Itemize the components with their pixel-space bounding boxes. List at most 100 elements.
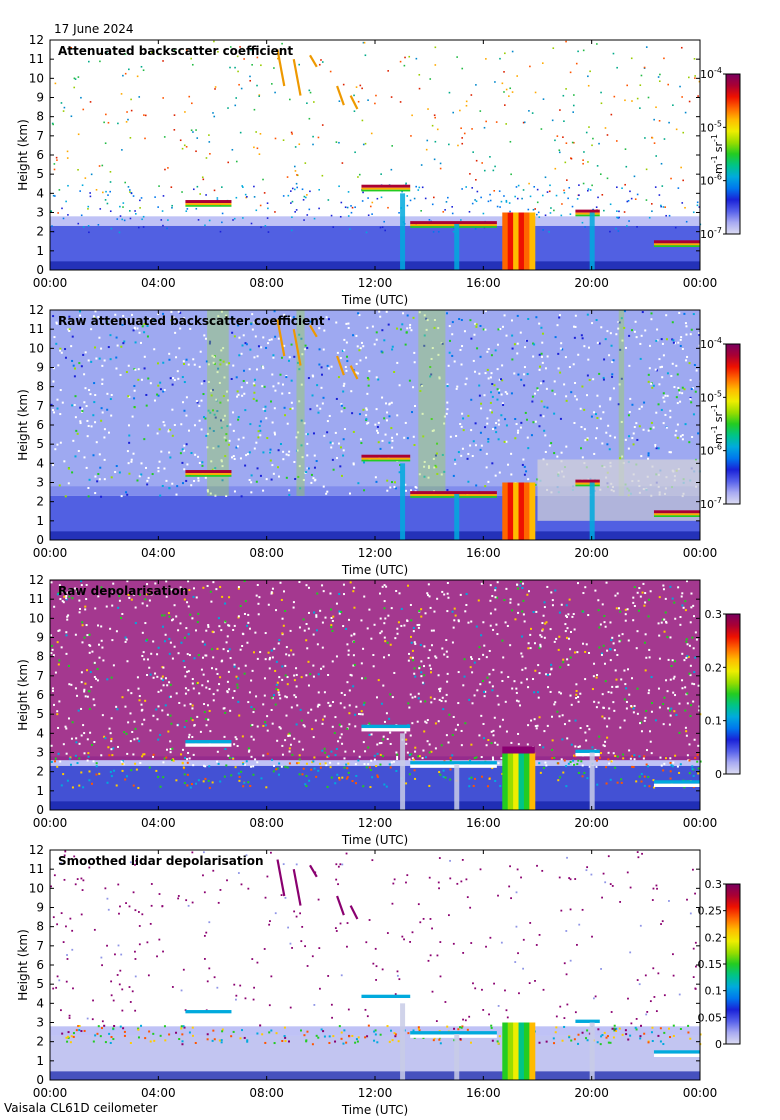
x-tick-label: 00:00 [33,546,68,560]
surface-layer [50,531,700,540]
x-tick-label: 08:00 [249,1086,284,1100]
y-tick-label: 5 [36,437,44,451]
panel-title: Smoothed lidar depolarisation [58,854,264,868]
cloud-layer [653,1050,700,1057]
signal-streak [418,310,446,496]
y-tick-label: 6 [36,418,44,432]
x-tick-label: 12:00 [358,276,393,290]
x-axis: 00:00 04:00 08:00 12:00 16:00 20:00 00:00 [33,850,718,1100]
y-tick-label: 6 [36,688,44,702]
boundary-layer-top [50,216,700,226]
x-tick-label: 08:00 [249,546,284,560]
date-label: 17 June 2024 [54,22,134,36]
y-tick-label: 5 [36,977,44,991]
colorbar: 10-7 10-6 10-5 10-4 m-1sr-1 [700,66,741,241]
surface-layer [50,801,700,810]
x-tick-label: 12:00 [358,1086,393,1100]
boundary-layer-top [50,756,700,766]
noise-speckle [50,580,702,789]
y-tick-label: 5 [36,707,44,721]
cloud-layer [410,761,497,768]
cloud-layer [653,780,700,787]
y-tick-label: 10 [29,341,44,355]
panel-title: Raw attenuated backscatter coefficient [58,314,325,328]
y-tick-label: 7 [36,129,44,143]
cloud-layer [361,454,411,462]
y-tick-label: 1 [36,784,44,798]
y-tick-label: 6 [36,148,44,162]
cloud-layer [653,510,700,517]
cloud-layer [410,491,497,498]
y-tick-label: 4 [36,186,44,200]
colorbar: 10-7 10-6 10-5 10-4 m-1sr-1 [700,336,741,511]
noise-speckle [50,40,702,234]
cloud-layer [361,724,411,732]
colorbar-tick-label: 0.1 [705,715,723,728]
y-tick-label: 11 [29,862,44,876]
y-tick-label: 6 [36,958,44,972]
colorbar-tick-label: 0.15 [698,958,723,971]
colorbar-unit: m-1sr-1 [710,404,725,444]
cloud-layers [185,994,700,1057]
y-tick-label: 4 [36,456,44,470]
colorbar-tick-label: 10-4 [700,66,722,81]
colorbar-tick-label: 0.05 [698,1011,723,1024]
cloud-layer [410,1031,497,1038]
signal-streak [207,310,229,496]
y-tick-label: 3 [36,1016,44,1030]
y-axis-label: Height (km) [16,119,30,190]
x-axis-label: Time (UTC) [341,293,408,307]
colorbar-tick-label: 10-6 [700,173,722,188]
cirrus-streaks [276,49,359,110]
y-axis-label: Height (km) [16,929,30,1000]
colorbar-scale [725,613,741,775]
x-tick-label: 00:00 [33,1086,68,1100]
x-axis-label: Time (UTC) [341,1103,408,1117]
y-tick-label: 3 [36,476,44,490]
cloud-layers [185,454,700,517]
colorbar-tick-label: 10-5 [700,389,722,404]
precipitation-column [502,482,536,540]
heatmap-field [50,40,702,270]
surface-layer [50,1071,700,1080]
y-tick-label: 5 [36,167,44,181]
x-tick-label: 16:00 [466,276,501,290]
x-tick-label: 00:00 [683,1086,718,1100]
x-tick-label: 12:00 [358,546,393,560]
panel-title: Raw depolarisation [58,584,188,598]
noise-speckle [50,850,702,1046]
x-tick-label: 04:00 [141,276,176,290]
cloud-layer [575,209,600,217]
cloud-layer [185,200,232,207]
colorbar: 0 0.05 0.1 0.15 0.2 0.25 0.3 [698,878,741,1051]
y-tick-label: 8 [36,110,44,124]
colorbar-tick-label: 10-5 [700,119,722,134]
x-tick-label: 20:00 [574,276,609,290]
cloud-layer [410,221,497,228]
precip-shafts [400,1003,595,1080]
y-tick-label: 8 [36,380,44,394]
colorbar-tick-label: 0.1 [705,985,723,998]
x-tick-label: 16:00 [466,1086,501,1100]
cloud-layer [185,740,232,747]
y-tick-label: 1 [36,514,44,528]
heatmap-field [50,580,702,810]
y-tick-label: 0 [36,533,44,547]
x-axis-label: Time (UTC) [341,563,408,577]
colorbar-tick-label: 10-6 [700,443,722,458]
precip-shafts [400,193,595,270]
y-tick-label: 7 [36,399,44,413]
heatmap-field [50,850,702,1080]
colorbar-tick-label: 0.3 [705,608,723,621]
cloud-layer [575,749,600,757]
colorbar: 0 0.1 0.2 0.3 [705,608,741,781]
precip-shafts [400,463,595,540]
colorbar-tick-label: 0.25 [698,905,723,918]
cloud-layer [575,479,600,487]
